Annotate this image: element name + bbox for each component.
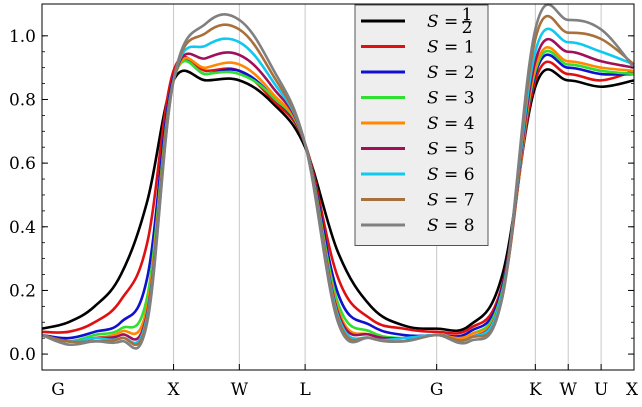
x-tick-label: K [529, 380, 542, 400]
y-tick-label: 0.2 [9, 281, 36, 301]
legend-label: S = 6 [427, 165, 475, 185]
x-tick-label: U [594, 380, 608, 400]
x-tick-label: G [51, 380, 65, 400]
series-line-4 [41, 46, 635, 343]
axis-ticks: 0.00.20.40.60.81.0G X W L G K W U X [9, 27, 639, 400]
legend-label: S = 4 [427, 114, 475, 134]
legend-fraction-numerator: 1 [462, 5, 473, 25]
x-tick-label: X [168, 380, 181, 400]
legend-label: S = 7 [427, 191, 475, 211]
legend-fraction-denominator: 2 [462, 18, 473, 38]
y-tick-label: 0.8 [9, 90, 36, 110]
legend-label: S = [427, 12, 458, 32]
legend-label: S = 2 [427, 63, 475, 83]
y-tick-label: 0.0 [9, 345, 36, 365]
y-tick-label: 1.0 [9, 27, 36, 47]
legend: S = 12S = 1 S = 2 S = 3 S = 4 S = 5 S = 6 S = … [354, 4, 489, 246]
legend-label: S = 5 [427, 140, 475, 160]
series-lines [41, 3, 635, 350]
y-tick-label: 0.6 [9, 154, 36, 174]
x-tick-label: W [559, 380, 577, 400]
x-tick-label: L [299, 380, 310, 400]
y-tick-label: 0.4 [9, 218, 36, 238]
legend-label: S = 3 [427, 89, 475, 109]
series-line-3 [41, 49, 635, 343]
series-line-8 [41, 3, 635, 350]
legend-label: S = 1 [427, 38, 475, 58]
series-line-2 [41, 53, 635, 340]
legend-label: S = 8 [427, 216, 475, 236]
plot-frame [41, 3, 635, 371]
x-tick-label: X [626, 380, 639, 400]
x-tick-label: W [231, 380, 249, 400]
x-tick-label: G [430, 380, 444, 400]
